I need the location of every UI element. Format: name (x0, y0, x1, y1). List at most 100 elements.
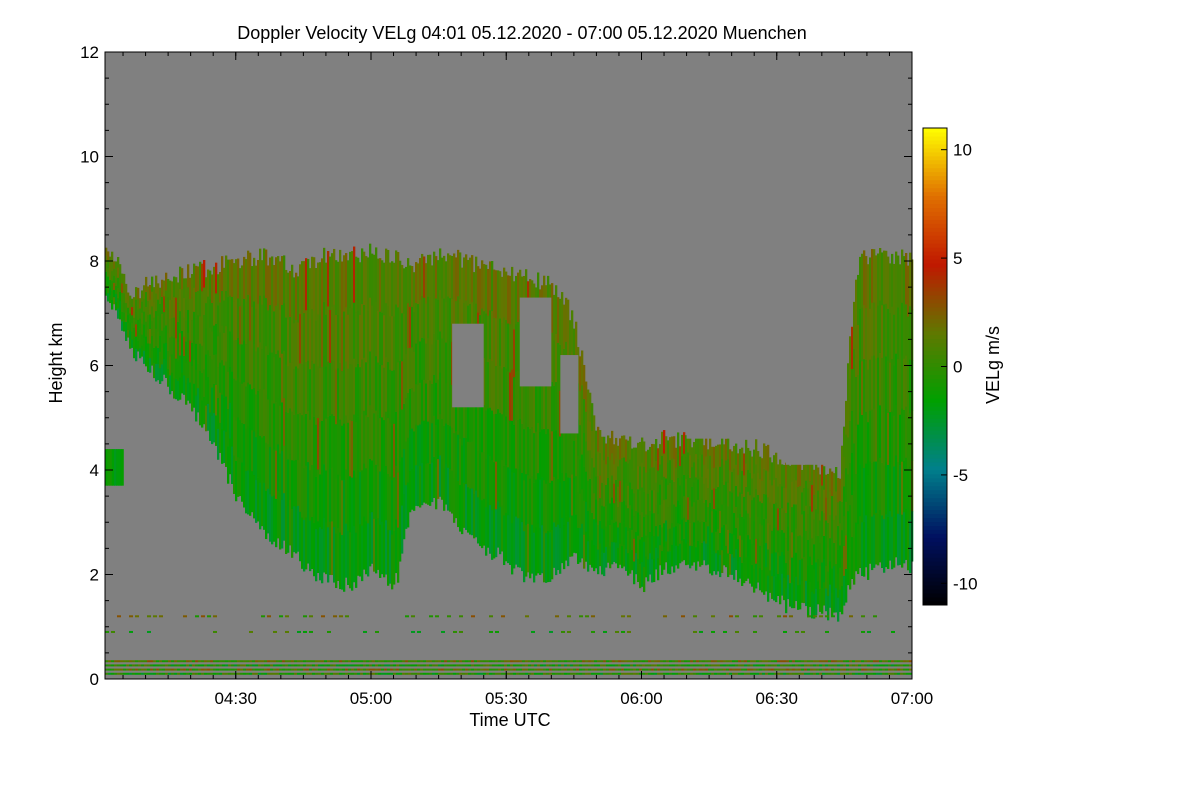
cloud-cell (417, 263, 420, 305)
clutter-cell (369, 668, 372, 671)
cloud-cell (427, 338, 430, 380)
cloud-cell (751, 499, 754, 522)
cloud-cell (525, 525, 528, 577)
cloud-cell (657, 470, 660, 493)
clutter-cell (447, 668, 450, 671)
cloud-cell (827, 595, 830, 621)
clutter-cell (204, 672, 207, 675)
cloud-cell (157, 315, 160, 332)
cloud-cell (405, 310, 408, 355)
clutter-cell (147, 615, 151, 618)
cloud-cell (729, 553, 732, 575)
clutter-cell (471, 615, 475, 618)
clutter-cell (345, 664, 348, 667)
cloud-cell (331, 521, 334, 576)
cloud-cell (703, 540, 706, 561)
clutter-cell (861, 630, 865, 633)
cloud-cell (497, 455, 500, 502)
cloud-cell (597, 549, 600, 575)
cloud-cell (653, 490, 656, 514)
clutter-cell (441, 668, 444, 671)
cloud-cell (371, 356, 374, 409)
cloud-cell (381, 260, 384, 313)
clutter-cell (729, 615, 733, 618)
clutter-cell (756, 668, 759, 671)
clutter-cell (228, 664, 231, 667)
cloud-cell (365, 415, 368, 469)
cloud-cell (283, 302, 286, 351)
cloud-cell (835, 515, 838, 540)
cloud-cell (315, 528, 318, 582)
cloud-cell (327, 471, 330, 528)
cloud-cell (553, 294, 556, 341)
cloud-cell (553, 385, 556, 432)
cloud-cell (539, 432, 542, 480)
cloud-cell (817, 467, 820, 491)
y-tick-label: 8 (90, 252, 99, 271)
clutter-cell (150, 672, 153, 675)
cloud-cell (549, 532, 552, 582)
cloud-cell (673, 458, 676, 482)
colorbar-cell (923, 350, 947, 356)
clutter-cell (810, 664, 813, 667)
cloud-cell (133, 307, 136, 318)
cloud-cell (107, 267, 110, 277)
clutter-cell (501, 664, 504, 667)
clutter-cell (210, 668, 213, 671)
cloud-cell (371, 408, 374, 461)
cloud-cell (567, 477, 570, 522)
clutter-cell (429, 672, 432, 675)
clutter-cell (774, 664, 777, 667)
clutter-cell (627, 615, 631, 618)
clutter-cell (783, 660, 786, 663)
cloud-cell (839, 523, 842, 546)
cloud-cell (659, 504, 662, 526)
cloud-cell (697, 499, 700, 521)
cloud-cell (895, 455, 898, 507)
clutter-cell (423, 664, 426, 667)
cloud-cell (819, 588, 822, 612)
cloud-cell (491, 410, 494, 461)
cloud-cell (905, 406, 908, 458)
cloud-cell (841, 473, 844, 503)
clutter-cell (858, 664, 861, 667)
cloud-cell (761, 525, 764, 548)
cloud-cell (681, 540, 684, 562)
cloud-cell (861, 522, 864, 576)
clutter-cell (561, 664, 564, 667)
clutter-cell (237, 668, 240, 671)
cloud-cell (719, 510, 722, 533)
cloud-cell (275, 353, 278, 403)
cloud-cell (429, 463, 432, 506)
clutter-cell (864, 672, 867, 675)
colorbar-cell (923, 159, 947, 165)
clutter-cell (825, 630, 829, 633)
clutter-cell (732, 668, 735, 671)
clutter-cell (711, 668, 714, 671)
clutter-cell (885, 664, 888, 667)
cloud-cell (537, 472, 540, 524)
cloud-cell (305, 465, 308, 518)
clutter-cell (300, 668, 303, 671)
cloud-cell (399, 410, 402, 462)
cloud-cell (581, 419, 584, 455)
cloud-cell (153, 302, 156, 318)
cloud-cell (547, 428, 550, 481)
cloud-cell (175, 338, 178, 359)
cloud-cell (797, 584, 800, 610)
cloud-cell (543, 479, 546, 532)
cloud-cell (839, 567, 842, 590)
cloud-cell (815, 588, 818, 616)
cloud-cell (787, 550, 790, 576)
clutter-cell (633, 664, 636, 667)
cloud-cell (469, 395, 472, 443)
cloud-cell (483, 264, 486, 312)
cloud-cell (263, 295, 266, 343)
cloud-cell (361, 525, 364, 582)
cloud-cell (501, 322, 504, 369)
clutter-cell (777, 668, 780, 671)
cloud-cell (493, 365, 496, 415)
cloud-cell (665, 457, 668, 479)
cloud-cell (865, 256, 868, 309)
cloud-cell (359, 366, 362, 420)
